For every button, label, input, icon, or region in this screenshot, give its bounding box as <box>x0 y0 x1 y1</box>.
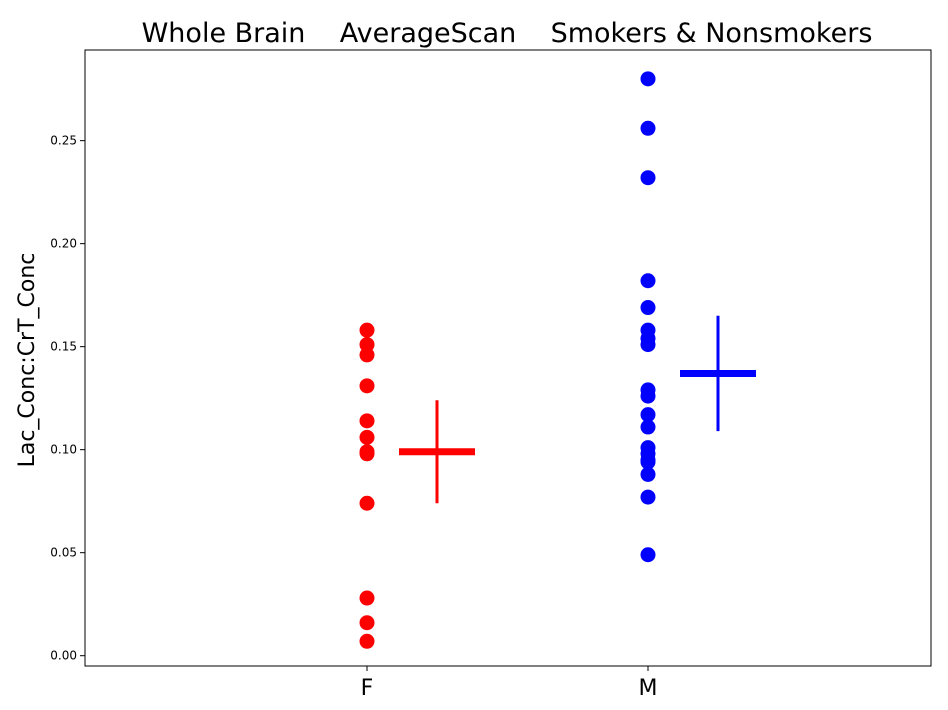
data-point <box>640 71 656 87</box>
y-axis: 0.00 0.05 0.10 0.15 0.20 0.25 <box>50 134 85 663</box>
data-point <box>359 446 375 462</box>
data-point <box>359 378 375 394</box>
data-point <box>640 120 656 136</box>
y-tick-label: 0.00 <box>50 649 77 663</box>
data-point <box>640 337 656 353</box>
x-tick-label: M <box>639 676 658 701</box>
data-point <box>359 337 375 353</box>
data-point <box>640 466 656 482</box>
plot-frame <box>84 49 932 667</box>
x-tick-label: F <box>361 676 374 701</box>
chart-title: Whole Brain AverageScan Smokers & Nonsmo… <box>142 18 873 49</box>
data-point <box>640 454 656 470</box>
data-point <box>640 388 656 404</box>
data-point <box>640 170 656 186</box>
data-point <box>359 633 375 649</box>
data-point <box>359 322 375 338</box>
data-point <box>640 547 656 563</box>
data-point <box>640 489 656 505</box>
data-point <box>640 273 656 289</box>
y-axis-label: Lac_Conc:CrT_Conc <box>15 253 40 468</box>
y-tick-label: 0.10 <box>50 443 77 457</box>
data-point <box>359 495 375 511</box>
y-tick-label: 0.05 <box>50 546 77 560</box>
y-tick-label: 0.20 <box>50 237 77 251</box>
data-point <box>640 300 656 316</box>
data-point <box>359 590 375 606</box>
data-point <box>640 407 656 423</box>
data-point <box>359 413 375 429</box>
data-point <box>359 429 375 445</box>
data-point <box>640 419 656 435</box>
y-tick-label: 0.25 <box>50 134 77 148</box>
data-point <box>359 615 375 631</box>
y-tick-label: 0.15 <box>50 340 77 354</box>
plot-marks <box>359 71 756 649</box>
data-point <box>359 347 375 363</box>
